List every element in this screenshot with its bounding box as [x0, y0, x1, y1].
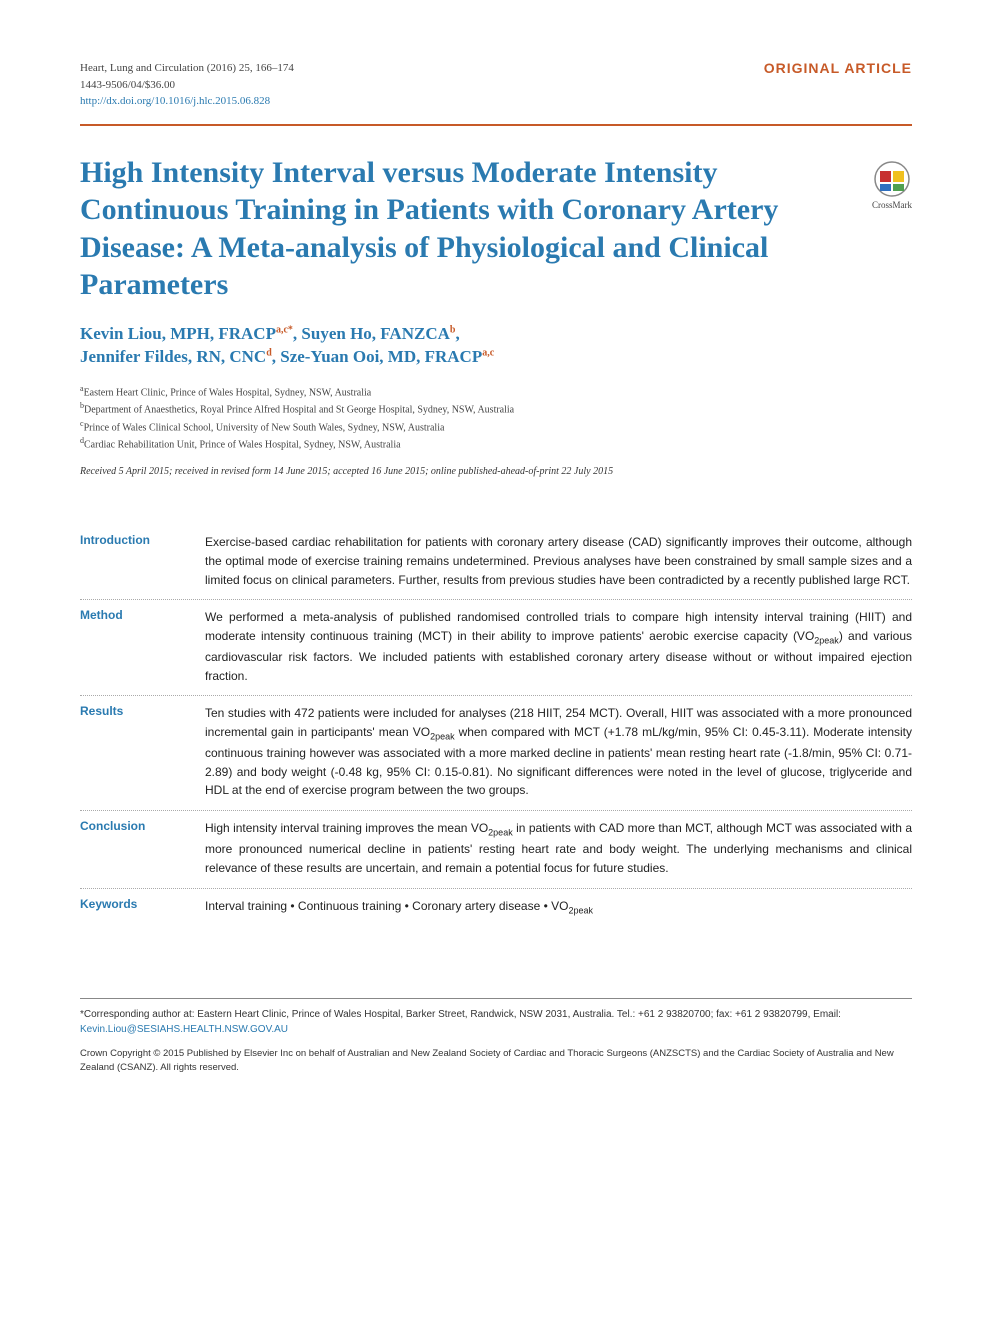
abstract-row: Results Ten studies with 472 patients we…	[80, 696, 912, 811]
affiliations: aEastern Heart Clinic, Prince of Wales H…	[80, 383, 912, 452]
footnote-email-link[interactable]: Kevin.Liou@SESIAHS.HEALTH.NSW.GOV.AU	[80, 1024, 288, 1035]
article-history: Received 5 April 2015; received in revis…	[80, 466, 912, 477]
doi-link[interactable]: http://dx.doi.org/10.1016/j.hlc.2015.06.…	[80, 95, 270, 107]
abstract-label: Introduction	[80, 533, 205, 547]
divider-top	[80, 124, 912, 126]
corresponding-author-footnote: *Corresponding author at: Eastern Heart …	[80, 1007, 912, 1037]
abstract-row: Method We performed a meta-analysis of p…	[80, 600, 912, 696]
abstract-text: We performed a meta-analysis of publishe…	[205, 608, 912, 685]
abstract-text: High intensity interval training improve…	[205, 819, 912, 878]
crossmark-badge[interactable]: CrossMark	[872, 160, 912, 210]
copyright-notice: Crown Copyright © 2015 Published by Else…	[80, 1047, 912, 1076]
journal-line: Heart, Lung and Circulation (2016) 25, 1…	[80, 60, 294, 77]
issn-line: 1443-9506/04/$36.00	[80, 77, 294, 94]
abstract-row: Keywords Interval training • Continuous …	[80, 889, 912, 928]
affiliation-line: bDepartment of Anaesthetics, Royal Princ…	[80, 400, 912, 417]
footnote-separator	[80, 998, 912, 999]
article-type-label: ORIGINAL ARTICLE	[764, 60, 912, 76]
crossmark-label: CrossMark	[872, 200, 912, 210]
journal-info: Heart, Lung and Circulation (2016) 25, 1…	[80, 60, 294, 110]
affiliation-line: dCardiac Rehabilitation Unit, Prince of …	[80, 435, 912, 452]
abstract-label: Keywords	[80, 897, 205, 911]
footnote-text: *Corresponding author at: Eastern Heart …	[80, 1009, 841, 1020]
abstract-label: Conclusion	[80, 819, 205, 833]
title-row: High Intensity Interval versus Moderate …	[80, 154, 912, 304]
abstract-text: Interval training • Continuous training …	[205, 897, 912, 918]
abstract-row: Introduction Exercise-based cardiac reha…	[80, 525, 912, 600]
affiliation-line: cPrince of Wales Clinical School, Univer…	[80, 418, 912, 435]
authors: Kevin Liou, MPH, FRACPa,c*, Suyen Ho, FA…	[80, 322, 912, 370]
header-row: Heart, Lung and Circulation (2016) 25, 1…	[80, 60, 912, 110]
abstract-label: Results	[80, 704, 205, 718]
abstract-text: Ten studies with 472 patients were inclu…	[205, 704, 912, 800]
abstract: Introduction Exercise-based cardiac reha…	[80, 525, 912, 927]
abstract-label: Method	[80, 608, 205, 622]
paper-title: High Intensity Interval versus Moderate …	[80, 154, 852, 304]
abstract-row: Conclusion High intensity interval train…	[80, 811, 912, 889]
affiliation-line: aEastern Heart Clinic, Prince of Wales H…	[80, 383, 912, 400]
crossmark-icon	[873, 160, 911, 198]
abstract-text: Exercise-based cardiac rehabilitation fo…	[205, 533, 912, 589]
